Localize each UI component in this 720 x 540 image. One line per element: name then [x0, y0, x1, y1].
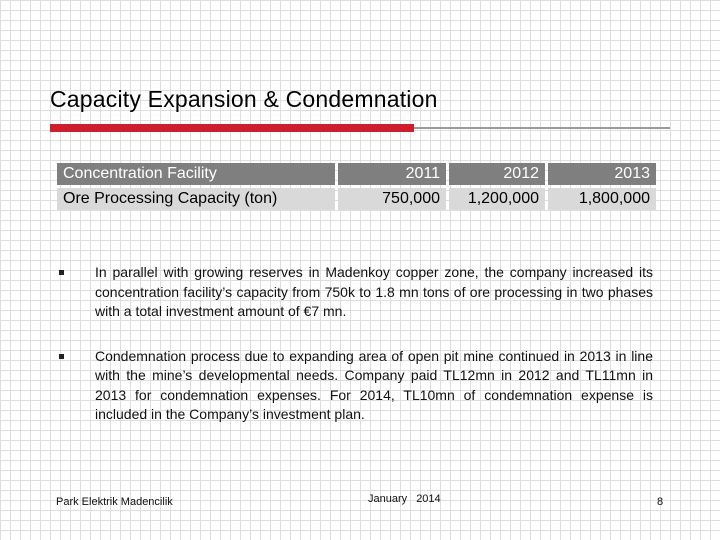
title-underline: [414, 127, 670, 129]
bullet-list: In parallel with growing reserves in Mad…: [57, 263, 653, 425]
square-bullet-icon: [59, 353, 64, 359]
header-cell-2011: 2011: [338, 163, 446, 185]
capacity-table: Concentration Facility 2011 2012 2013 Or…: [54, 160, 659, 213]
header-cell-2012: 2012: [449, 163, 545, 185]
footer-date: January 2014: [368, 493, 441, 505]
table-header-row: Concentration Facility 2011 2012 2013: [57, 163, 656, 185]
footer-company: Park Elektrik Madencilik: [56, 496, 173, 508]
bullet-text: In parallel with growing reserves in Mad…: [95, 264, 653, 319]
slide-title: Capacity Expansion & Condemnation: [50, 86, 438, 112]
cell-2012: 1,200,000: [449, 188, 545, 210]
bullet-item: Condemnation process due to expanding ar…: [57, 347, 653, 425]
cell-2011: 750,000: [338, 188, 446, 210]
page-number: 8: [657, 496, 664, 508]
table-row: Ore Processing Capacity (ton) 750,000 1,…: [57, 188, 656, 210]
header-cell-2013: 2013: [548, 163, 656, 185]
square-bullet-icon: [59, 270, 64, 275]
header-cell-facility: Concentration Facility: [57, 163, 335, 185]
bullet-item: In parallel with growing reserves in Mad…: [57, 263, 653, 322]
bullet-text: Condemnation process due to expanding ar…: [95, 347, 653, 423]
cell-2013: 1,800,000: [548, 188, 656, 210]
row-label: Ore Processing Capacity (ton): [57, 188, 335, 210]
title-accent-bar: [50, 124, 414, 132]
